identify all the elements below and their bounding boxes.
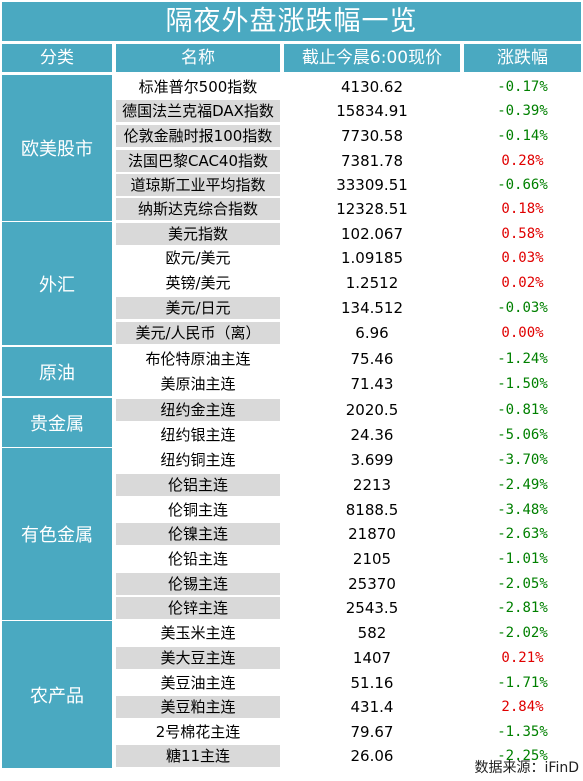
row-price: 21870 [348,525,396,543]
row-change: 0.00% [501,325,544,341]
row-price: 4130.62 [340,78,404,96]
row-price: 24.36 [350,426,394,444]
row-name: 伦锡主连 [116,573,280,595]
row-price: 102.067 [340,225,404,243]
row-price: 12328.51 [336,200,408,218]
row-name: 美豆粕主连 [116,696,280,718]
row-change: 2.84% [501,699,544,715]
row-price: 7730.58 [340,127,404,145]
row-price: 582 [357,624,387,642]
row-change: 0.21% [501,650,544,666]
data-source: 数据来源：iFinD [474,760,579,776]
row-name: 伦敦金融时报100指数 [116,125,280,147]
category-cell: 原油 [2,347,112,396]
row-price: 25370 [348,575,396,593]
row-change: -2.81% [497,600,548,616]
row-change: 0.18% [501,201,544,217]
category-cell: 有色金属 [2,448,112,620]
row-change: -0.17% [497,79,548,95]
row-name: 糖11主连 [116,745,280,767]
row-change: 0.03% [501,250,544,266]
row-name: 纽约银主连 [160,426,236,444]
row-name: 英镑/美元 [165,274,231,292]
header-category: 分类 [2,44,112,72]
row-name: 美大豆主连 [116,647,280,669]
row-price: 1407 [352,649,392,667]
row-name: 布伦特原油主连 [145,350,251,368]
row-name: 伦锌主连 [116,597,280,619]
row-price: 2020.5 [345,401,399,419]
row-change: -1.35% [497,724,548,740]
row-name: 伦铜主连 [167,501,228,519]
row-name: 纳斯达克综合指数 [116,198,280,220]
row-change: -5.06% [497,427,548,443]
row-change: -1.01% [497,551,548,567]
row-name: 伦铝主连 [116,474,280,496]
row-change: -0.39% [497,103,548,119]
category-cell: 外汇 [2,222,112,345]
row-price: 431.4 [350,698,394,716]
row-change: -3.48% [497,502,548,518]
row-price: 26.06 [350,747,394,765]
row-change: -2.63% [497,526,548,542]
page-title: 隔夜外盘涨跌幅一览 [2,2,581,41]
row-name: 德国法兰克福DAX指数 [116,100,280,122]
row-change: -2.05% [497,576,548,592]
row-name: 美原油主连 [160,375,236,393]
row-name: 伦铅主连 [167,550,228,568]
row-change: -1.50% [497,376,548,392]
row-change: 0.02% [501,275,544,291]
row-change: -2.25% [497,748,548,764]
row-price: 75.46 [350,350,394,368]
row-name: 欧元/美元 [165,249,231,267]
row-change: -2.02% [497,625,548,641]
row-price: 1.2512 [345,274,399,292]
row-change: -0.14% [497,128,548,144]
row-name: 美豆油主连 [160,674,236,692]
header-change: 涨跌幅 [464,44,581,72]
row-change: -0.66% [497,177,548,193]
row-change: 0.58% [501,226,544,242]
row-name: 纽约金主连 [116,399,280,421]
row-price: 51.16 [350,674,394,692]
row-price: 6.96 [355,324,389,342]
category-cell: 贵金属 [2,398,112,447]
row-name: 美元/日元 [116,297,280,319]
row-change: -2.49% [497,477,548,493]
row-price: 33309.51 [336,176,408,194]
header-name: 名称 [116,44,280,72]
row-price: 7381.78 [340,152,404,170]
row-price: 15834.91 [336,102,408,120]
row-price: 2213 [352,476,392,494]
row-price: 2105 [352,550,392,568]
row-name: 纽约铜主连 [160,451,236,469]
row-name: 美元/人民币（离） [116,322,280,344]
row-name: 道琼斯工业平均指数 [116,174,280,196]
row-change: -3.70% [497,452,548,468]
row-price: 1.09185 [340,249,404,267]
row-price: 2543.5 [345,599,399,617]
row-price: 3.699 [350,451,394,469]
row-change: -1.71% [497,675,548,691]
row-name: 美元指数 [116,223,280,245]
header-price: 截止今晨6:00现价 [284,44,460,72]
row-change: -0.81% [497,402,548,418]
row-change: 0.28% [501,153,544,169]
row-change: -1.24% [497,351,548,367]
row-name: 伦镍主连 [116,523,280,545]
row-name: 标准普尔500指数 [138,78,258,96]
row-name: 法国巴黎CAC40指数 [116,150,280,172]
row-price: 8188.5 [345,501,399,519]
row-name: 2号棉花主连 [155,723,241,741]
row-price: 71.43 [350,375,394,393]
row-price: 134.512 [340,299,404,317]
row-name: 美玉米主连 [160,624,236,642]
row-change: -0.03% [497,300,548,316]
category-cell: 欧美股市 [2,75,112,221]
category-cell: 农产品 [2,621,112,768]
row-price: 79.67 [350,723,394,741]
